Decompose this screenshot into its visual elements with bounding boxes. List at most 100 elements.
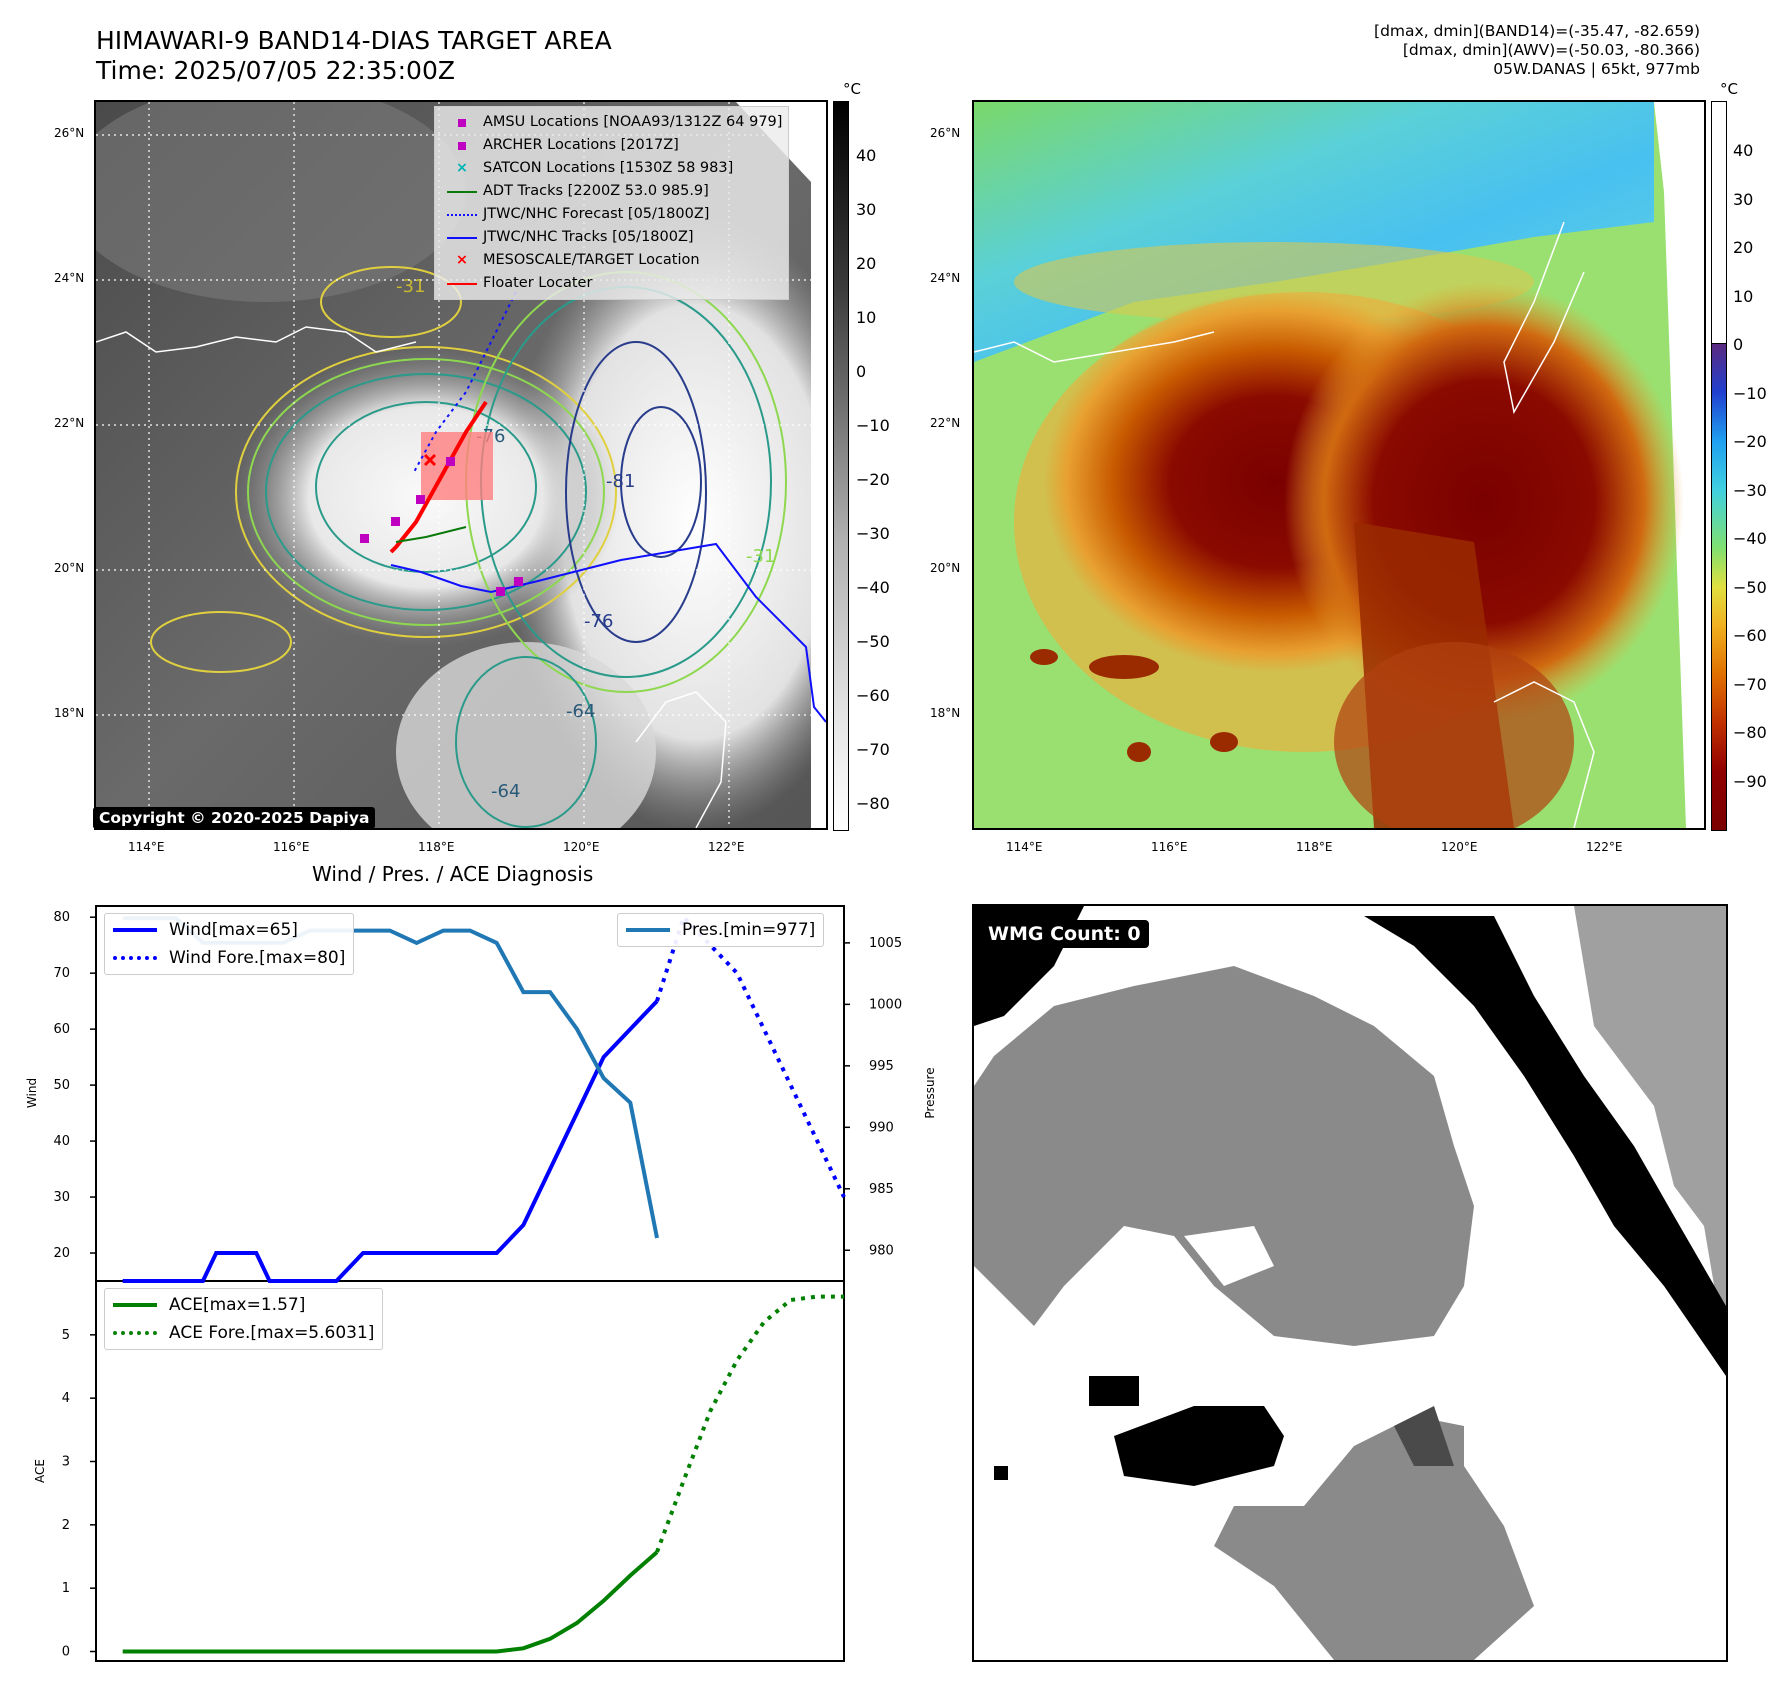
colorbar-tick: −50: [856, 632, 890, 651]
contour-label: -81: [606, 471, 635, 492]
awv-colorbar-white: [1711, 101, 1727, 344]
colorbar-tick: −20: [1733, 432, 1767, 451]
awv-colorbar-unit: °C: [1720, 80, 1738, 98]
legend-item: × SATCON Locations [1530Z 58 983]: [441, 157, 782, 180]
lon-tick: 122°E: [708, 840, 745, 854]
wind-y-tick-label: 70: [53, 966, 70, 981]
colorbar-tick: −80: [1733, 723, 1767, 742]
pressure-y-tick-label: 1005: [869, 936, 902, 951]
lat-tick: 18°N: [54, 706, 85, 720]
colorbar-tick: 10: [856, 308, 877, 327]
colorbar-tick: −30: [856, 524, 890, 543]
colorbar-tick: −60: [856, 686, 890, 705]
wmg-panel: [972, 904, 1728, 1662]
legend-item: Wind[max=65]: [113, 916, 345, 944]
copyright-badge: Copyright © 2020-2025 Dapiya: [93, 807, 376, 829]
pressure-y-tick-label: 980: [869, 1243, 894, 1258]
dotted-line-icon: [113, 956, 157, 960]
wmg-image: [974, 906, 1726, 1660]
legend-item: JTWC/NHC Forecast [05/1800Z]: [441, 203, 782, 226]
lat-tick: 24°N: [54, 271, 85, 285]
wind-axis-label: Wind: [25, 1078, 39, 1108]
colorbar-tick: −80: [856, 794, 890, 813]
floater-track: [389, 400, 488, 554]
series-line-ace: [122, 1550, 659, 1654]
colorbar-tick: −10: [856, 416, 890, 435]
colorbar-tick: 40: [856, 146, 877, 165]
legend-item: Wind Fore.[max=80]: [113, 944, 345, 972]
lat-tick: 22°N: [54, 416, 85, 430]
colorbar-tick: −70: [1733, 675, 1767, 694]
lon-tick: 114°E: [128, 840, 165, 854]
figure-stats: [dmax, dmin](BAND14)=(-35.47, -82.659) […: [1374, 22, 1700, 79]
jtwc-forecast: [413, 291, 517, 473]
colorbar-tick: 40: [1733, 141, 1754, 160]
stats-line-3: 05W.DANAS | 65kt, 977mb: [1493, 60, 1700, 78]
band14-colorbar: [833, 101, 849, 831]
ace-y-tick-label: 0: [62, 1645, 70, 1660]
ace-plot-frame: [95, 1280, 845, 1662]
colorbar-tick: 30: [856, 200, 877, 219]
pressure-y-tick-label: 995: [869, 1059, 894, 1074]
adt-track: [395, 526, 467, 543]
target-marker: [423, 453, 437, 467]
line-icon: [626, 928, 670, 932]
lat-tick: 22°N: [930, 416, 961, 430]
ace-y-tick-label: 2: [62, 1518, 70, 1533]
contour-label: -64: [491, 781, 520, 802]
series-line-wind-fore: [655, 913, 846, 1198]
pressure-axis-label: Pressure: [923, 1067, 937, 1118]
wmg-count-badge: WMG Count: 0: [980, 920, 1149, 948]
amsu-markers: [360, 457, 523, 596]
line-icon: [113, 1303, 157, 1307]
title-line-1: HIMAWARI-9 BAND14-DIAS TARGET AREA: [96, 26, 612, 55]
legend-item: AMSU Locations [NOAA93/1312Z 64 979]: [441, 111, 782, 134]
lat-tick: 20°N: [930, 561, 961, 575]
ace-y-tick-label: 3: [62, 1455, 70, 1470]
lat-tick: 24°N: [930, 271, 961, 285]
colorbar-tick: −50: [1733, 578, 1767, 597]
lat-tick: 20°N: [54, 561, 85, 575]
lat-tick: 18°N: [930, 706, 961, 720]
line-icon: [113, 928, 157, 932]
ace-y-tick-label: 4: [62, 1391, 70, 1406]
band14-colorbar-unit: °C: [843, 80, 861, 98]
diag-chart: Wind Pressure ACE 2030405060708098098599…: [25, 905, 937, 1662]
legend-item: ARCHER Locations [2017Z]: [441, 134, 782, 157]
lon-tick: 120°E: [563, 840, 600, 854]
wind-y-tick-label: 80: [53, 910, 70, 925]
wind-y-tick-label: 20: [53, 1246, 70, 1261]
lon-tick: 114°E: [1006, 840, 1043, 854]
legend-item: ACE Fore.[max=5.6031]: [113, 1319, 374, 1347]
colorbar-tick: 0: [856, 362, 867, 381]
lon-tick: 118°E: [418, 840, 455, 854]
pressure-y-tick-label: 990: [869, 1120, 894, 1135]
colorbar-tick: −40: [856, 578, 890, 597]
dotted-line-icon: [447, 213, 477, 216]
pressure-y-tick-label: 1000: [869, 997, 902, 1012]
title-line-2: Time: 2025/07/05 22:35:00Z: [96, 56, 455, 85]
series-line-wind: [122, 999, 659, 1283]
legend-item: × MESOSCALE/TARGET Location: [441, 249, 782, 272]
legend-item: ACE[max=1.57]: [113, 1291, 374, 1319]
colorbar-tick: 30: [1733, 190, 1754, 209]
ace-series-layer: 0 1 2 3 4 5: [62, 1294, 844, 1660]
square-icon: [458, 141, 466, 150]
ace-y-tick-label: 5: [62, 1328, 70, 1343]
ace-y-tick-label: 1: [62, 1581, 70, 1596]
x-marker-icon: ×: [455, 160, 469, 176]
legend-item: Floater Locater: [441, 272, 782, 295]
pressure-y-tick-label: 985: [869, 1182, 894, 1197]
line-icon: [447, 282, 477, 285]
colorbar-tick: −30: [1733, 481, 1767, 500]
wind-series-layer: 20 30 40 50 60 70 80 980 985 990 995 1000 1005: [53, 910, 902, 1283]
ace-axis-label: ACE: [33, 1459, 47, 1483]
colorbar-tick: 10: [1733, 287, 1754, 306]
map-legend: AMSU Locations [NOAA93/1312Z 64 979] ARC…: [434, 106, 790, 300]
awv-map-panel: [972, 100, 1706, 830]
legend-item: JTWC/NHC Tracks [05/1800Z]: [441, 226, 782, 249]
wind-y-tick-label: 60: [53, 1022, 70, 1037]
contour-label: -31: [746, 546, 775, 567]
awv-colorbar: [1711, 343, 1727, 831]
lon-tick: 120°E: [1441, 840, 1478, 854]
